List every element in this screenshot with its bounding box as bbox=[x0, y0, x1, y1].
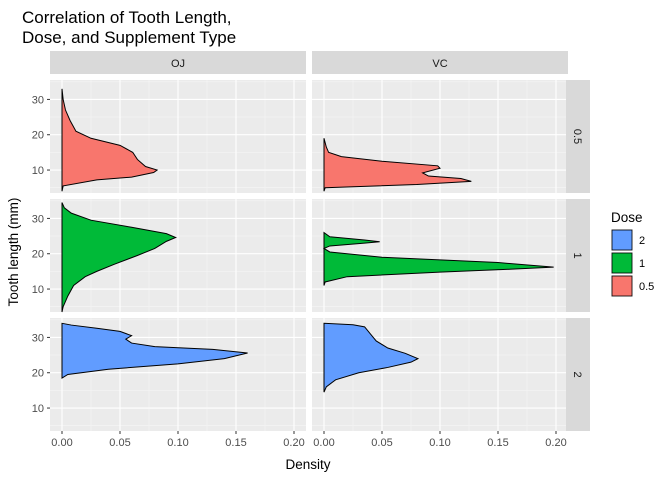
strip-label-dose-2: 2 bbox=[571, 371, 583, 377]
density-area-VC-dose-1 bbox=[322, 231, 554, 286]
x-tick-label: 0.05 bbox=[109, 437, 130, 449]
y-tick-label: 10 bbox=[32, 403, 44, 415]
y-tick-label: 10 bbox=[32, 165, 44, 177]
x-tick-label: 0.15 bbox=[225, 437, 246, 449]
chart-title-line-2: Dose, and Supplement Type bbox=[22, 28, 236, 47]
strip-label-dose-1: 1 bbox=[571, 252, 583, 258]
facet-panels bbox=[50, 80, 568, 431]
strip-right-dose-1 bbox=[566, 199, 590, 312]
y-tick-label: 30 bbox=[32, 332, 44, 344]
panel-OJ-dose-1 bbox=[50, 199, 306, 312]
y-tick-label: 30 bbox=[32, 213, 44, 225]
legend-swatch-dose-2 bbox=[611, 229, 633, 251]
x-tick-label: 0.20 bbox=[545, 437, 566, 449]
y-tick-label: 20 bbox=[32, 368, 44, 380]
y-axis-title: Tooth length (mm) bbox=[6, 198, 21, 307]
y-tick-label: 10 bbox=[32, 284, 44, 296]
x-tick-label: 0.10 bbox=[429, 437, 450, 449]
x-tick-label: 0.05 bbox=[371, 437, 392, 449]
x-tick-label: 0.15 bbox=[487, 437, 508, 449]
density-area-OJ-dose-1 bbox=[61, 202, 177, 313]
legend-label-dose-0.5: 0.5 bbox=[639, 281, 654, 293]
strip-label-dose-0.5: 0.5 bbox=[571, 129, 583, 144]
density-area-OJ-dose-0.5 bbox=[61, 88, 159, 192]
legend-label-dose-1: 1 bbox=[639, 258, 645, 270]
axes: 10 20 30 10 20 30 10 20 30 0.00 0.05 0.10 0.15 0.20 0.… bbox=[32, 94, 567, 449]
legend-label-dose-2: 2 bbox=[639, 235, 645, 247]
x-tick-label: 0.20 bbox=[283, 437, 304, 449]
x-tick-label: 0.10 bbox=[167, 437, 188, 449]
chart-title: Correlation of Tooth Length, Dose, and S… bbox=[22, 8, 236, 47]
legend: Dose 2 1 0.5 bbox=[611, 210, 654, 297]
legend-swatch-dose-1 bbox=[611, 252, 633, 274]
x-tick-label: 0.00 bbox=[313, 437, 334, 449]
strip-right-dose-0.5 bbox=[566, 80, 590, 193]
y-tick-label: 30 bbox=[32, 94, 44, 106]
strip-top-VC bbox=[312, 51, 568, 74]
x-tick-label: 0.00 bbox=[51, 437, 72, 449]
strip-top-OJ bbox=[50, 51, 306, 74]
density-area-OJ-dose-2 bbox=[61, 322, 248, 379]
strip-label-OJ: OJ bbox=[171, 58, 185, 70]
strip-label-VC: VC bbox=[432, 58, 447, 70]
y-tick-label: 20 bbox=[32, 130, 44, 142]
x-axis-title: Density bbox=[285, 457, 330, 472]
facet-strips: OJ VC 0.5 1 2 bbox=[50, 51, 590, 431]
density-area-VC-dose-0.5 bbox=[323, 138, 472, 192]
chart-title-line-1: Correlation of Tooth Length, bbox=[22, 8, 232, 27]
y-tick-label: 20 bbox=[32, 249, 44, 261]
strip-right-dose-2 bbox=[566, 318, 590, 431]
legend-swatch-dose-0.5 bbox=[611, 275, 633, 297]
density-area-VC-dose-2 bbox=[323, 322, 420, 393]
legend-title: Dose bbox=[611, 210, 643, 225]
